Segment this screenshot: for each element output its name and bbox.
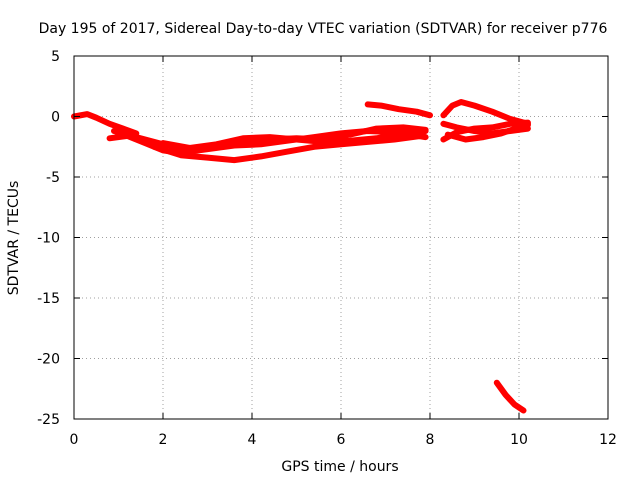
- chart-title: Day 195 of 2017, Sidereal Day-to-day VTE…: [39, 21, 608, 37]
- y-tick-label: -25: [37, 412, 60, 428]
- x-tick-labels: 0 2 4 6 8 10 12: [70, 432, 617, 448]
- x-tick-label: 4: [248, 432, 257, 448]
- y-tick-label: 5: [51, 49, 60, 65]
- x-tick-label: 10: [510, 432, 528, 448]
- y-tick-label: -15: [37, 291, 60, 307]
- series-layer: [71, 99, 531, 414]
- x-tick-label: 0: [70, 432, 79, 448]
- y-axis-title: SDTVAR / TECUs: [6, 181, 22, 296]
- x-tick-label: 2: [159, 432, 168, 448]
- y-tick-label: -10: [37, 231, 60, 247]
- x-axis-title: GPS time / hours: [281, 459, 398, 475]
- series-line-10: [444, 122, 531, 143]
- series-line-1: [71, 111, 140, 137]
- series-line-5: [160, 128, 429, 151]
- grid-lines: [74, 56, 608, 419]
- y-tick-label: 0: [51, 110, 60, 126]
- x-tick-label: 6: [337, 432, 346, 448]
- series-line-7: [440, 99, 531, 127]
- y-tick-label: -20: [37, 352, 60, 368]
- series-line-6: [364, 101, 433, 119]
- y-tick-labels: 5 0 -5 -10 -15 -20 -25: [37, 49, 60, 428]
- axis-ticks: [73, 55, 609, 420]
- series-line-11: [493, 379, 527, 414]
- y-tick-label: -5: [46, 170, 60, 186]
- x-tick-label: 8: [426, 432, 435, 448]
- x-tick-label: 12: [599, 432, 617, 448]
